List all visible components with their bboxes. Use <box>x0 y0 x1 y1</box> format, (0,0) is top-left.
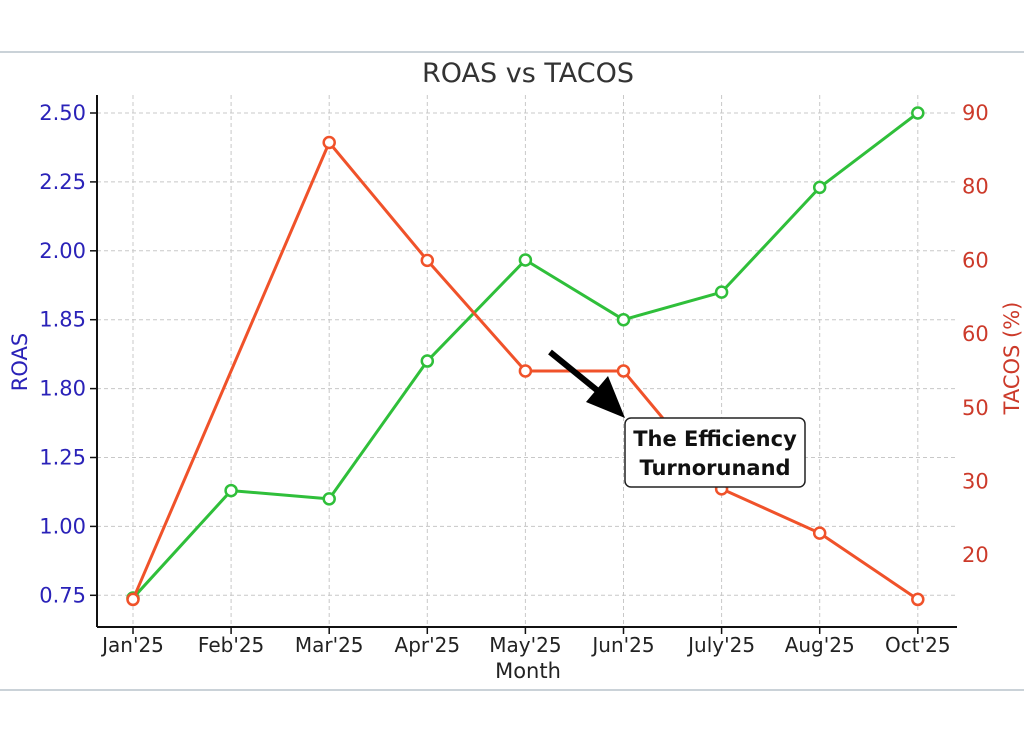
annotation-box <box>624 417 806 488</box>
x-tick-label: Jun'25 <box>590 633 654 657</box>
roas-marker <box>714 285 729 299</box>
left-tick-label: 2.00 <box>39 239 86 263</box>
annotation-arrow-shaft <box>548 349 600 394</box>
roas-marker <box>518 253 533 267</box>
annotation-line2: Turnorunand <box>639 456 790 480</box>
tacos-marker <box>518 364 533 378</box>
left-tick-label: 1.85 <box>39 308 86 332</box>
roas-marker <box>616 312 631 327</box>
roas-marker <box>420 354 435 368</box>
tacos-marker <box>322 135 336 150</box>
annotation: The Efficiency Turnorunand <box>548 349 806 488</box>
x-tick-label: Feb'25 <box>198 633 264 657</box>
roas-marker <box>224 483 238 498</box>
x-axis-label: Month <box>495 659 561 683</box>
tacos-marker <box>420 253 435 268</box>
x-tick-label: July'25 <box>686 633 755 657</box>
tacos-marker <box>616 364 631 378</box>
x-tick-label: Mar'25 <box>295 633 364 657</box>
roas-marker <box>812 180 827 195</box>
x-tick-label: May'25 <box>489 633 561 657</box>
tacos-marker <box>812 526 827 540</box>
left-tick-label: 1.80 <box>39 377 86 401</box>
x-tick-label: Jan'25 <box>100 633 164 657</box>
right-axis-label: TACOS (%) <box>1000 302 1024 416</box>
left-tick-label: 0.75 <box>39 583 86 607</box>
right-tick-label: 80 <box>962 175 989 199</box>
left-tick-label: 1.00 <box>39 514 86 538</box>
left-tick-label: 2.50 <box>39 101 86 125</box>
left-axis-label: ROAS <box>8 333 32 391</box>
right-tick-label: 50 <box>962 396 989 420</box>
annotation-arrow-head-icon <box>586 376 625 418</box>
chart-title: ROAS vs TACOS <box>422 58 634 89</box>
annotation-line1: The Efficiency <box>633 427 797 451</box>
tacos-marker <box>911 592 925 607</box>
roas-marker <box>911 106 925 120</box>
left-tick-label: 1.25 <box>39 446 86 470</box>
right-tick-label: 60 <box>962 248 989 272</box>
tacos-marker <box>126 592 140 607</box>
left-tick-label: 2.25 <box>39 170 86 194</box>
x-tick-label: Apr'25 <box>395 633 461 657</box>
right-tick-label: 20 <box>962 543 989 567</box>
roas-marker <box>322 492 336 506</box>
x-tick-label: Aug'25 <box>785 633 855 657</box>
right-tick-label: 60 <box>962 322 989 346</box>
right-tick-label: 90 <box>962 101 989 125</box>
right-tick-label: 30 <box>962 470 989 494</box>
x-tick-label: Oct'25 <box>885 633 951 657</box>
